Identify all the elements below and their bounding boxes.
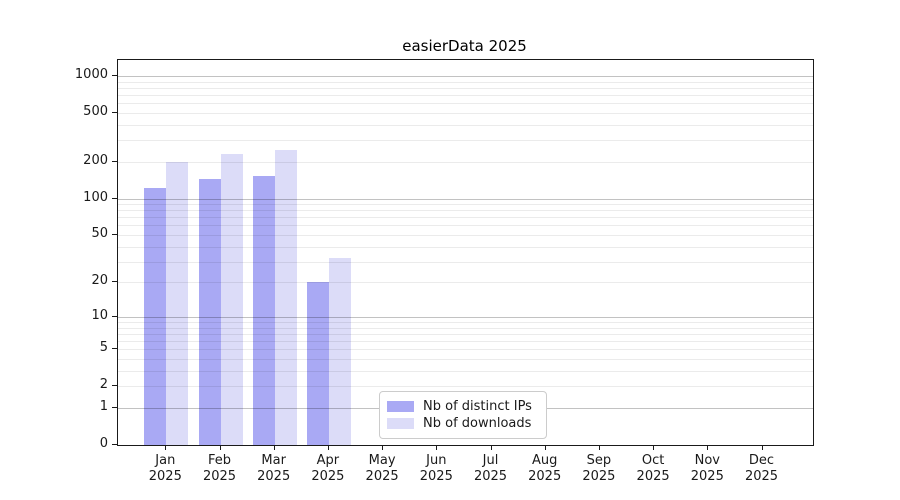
y-tick-mark-200 xyxy=(112,160,117,162)
y-tick-label-50: 50 xyxy=(91,226,108,241)
x-tick-label-sep-2025: Sep 2025 xyxy=(582,453,616,484)
x-tick-label-oct-2025: Oct 2025 xyxy=(636,453,670,484)
gridline-minor-9 xyxy=(118,322,813,323)
y-tick-label-100: 100 xyxy=(83,189,108,205)
gridline-minor-30 xyxy=(118,261,813,263)
x-tick-mark-mar-2025 xyxy=(273,445,275,450)
y-tick-label-500: 500 xyxy=(83,103,108,119)
gridline-major-1000 xyxy=(118,75,813,77)
y-tick-mark-1000 xyxy=(112,74,117,76)
x-tick-mark-jun-2025 xyxy=(436,445,438,450)
gridline-minor-50 xyxy=(118,235,813,236)
legend-swatch-distinct-ips xyxy=(387,401,414,412)
y-tick-label-0: 0 xyxy=(99,436,108,451)
legend-label-downloads: Nb of downloads xyxy=(423,416,532,431)
y-tick-label-10: 10 xyxy=(91,307,108,323)
y-tick-label-1000: 1000 xyxy=(74,66,108,82)
gridline-minor-700 xyxy=(118,95,813,96)
x-tick-mark-aug-2025 xyxy=(544,445,546,450)
gridline-minor-200 xyxy=(118,161,813,163)
gridline-minor-500 xyxy=(118,112,813,114)
x-tick-label-dec-2025: Dec 2025 xyxy=(744,453,779,484)
x-tick-mark-dec-2025 xyxy=(761,445,763,450)
bar-downloads-mar-2025 xyxy=(274,149,297,445)
bar-distinct-ips-mar-2025 xyxy=(252,176,275,445)
x-tick-label-jun-2025: Jun 2025 xyxy=(419,453,453,484)
gridline-minor-800 xyxy=(118,87,813,89)
y-tick-mark-500 xyxy=(112,111,117,113)
x-tick-mark-jul-2025 xyxy=(490,445,492,450)
gridline-minor-90 xyxy=(118,204,813,205)
y-tick-mark-50 xyxy=(112,234,117,235)
y-tick-mark-10 xyxy=(112,315,117,317)
x-tick-label-jan-2025: Jan 2025 xyxy=(148,453,182,484)
gridline-minor-300 xyxy=(118,140,813,142)
gridline-minor-900 xyxy=(118,81,813,83)
chart-title: easierData 2025 xyxy=(402,37,527,55)
y-tick-mark-100 xyxy=(112,197,117,199)
gridline-major-10 xyxy=(118,316,813,318)
y-tick-label-20: 20 xyxy=(91,273,108,289)
y-tick-label-2: 2 xyxy=(99,377,108,393)
gridline-minor-80 xyxy=(118,210,813,212)
x-tick-label-nov-2025: Nov 2025 xyxy=(690,453,724,484)
gridline-minor-4 xyxy=(118,359,813,360)
plot-area xyxy=(117,59,814,446)
gridline-minor-3 xyxy=(118,370,813,372)
legend-swatch-downloads xyxy=(387,418,414,429)
x-tick-label-mar-2025: Mar 2025 xyxy=(257,453,291,484)
x-tick-mark-may-2025 xyxy=(382,445,384,450)
bar-downloads-feb-2025 xyxy=(220,154,243,445)
y-tick-label-5: 5 xyxy=(99,340,108,356)
legend-entry-distinct-ips: Nb of distinct IPs xyxy=(387,398,537,415)
legend: Nb of distinct IPs Nb of downloads xyxy=(379,391,547,439)
gridline-minor-70 xyxy=(118,217,813,219)
x-tick-label-apr-2025: Apr 2025 xyxy=(311,453,345,484)
gridline-minor-5 xyxy=(118,349,813,351)
bar-distinct-ips-jan-2025 xyxy=(144,187,167,445)
x-tick-mark-jan-2025 xyxy=(165,445,167,450)
x-tick-label-jul-2025: Jul 2025 xyxy=(473,453,508,484)
x-tick-label-aug-2025: Aug 2025 xyxy=(528,453,562,484)
gridline-minor-8 xyxy=(118,327,813,329)
y-tick-mark-20 xyxy=(112,281,117,283)
bar-downloads-apr-2025 xyxy=(328,258,351,445)
y-tick-mark-2 xyxy=(112,385,117,387)
x-tick-mark-feb-2025 xyxy=(219,445,221,450)
y-tick-mark-5 xyxy=(112,348,117,350)
gridline-minor-600 xyxy=(118,103,813,105)
x-tick-mark-oct-2025 xyxy=(653,445,655,450)
gridline-major-100 xyxy=(118,198,813,200)
bar-distinct-ips-feb-2025 xyxy=(198,178,221,445)
gridline-minor-20 xyxy=(118,282,813,284)
gridline-minor-7 xyxy=(118,333,813,335)
legend-label-distinct-ips: Nb of distinct IPs xyxy=(423,399,532,414)
bar-downloads-jan-2025 xyxy=(166,162,189,445)
x-tick-label-feb-2025: Feb 2025 xyxy=(202,453,237,484)
x-tick-mark-nov-2025 xyxy=(707,445,709,450)
gridline-minor-2 xyxy=(118,386,813,388)
y-tick-label-200: 200 xyxy=(83,152,108,168)
y-tick-mark-0 xyxy=(112,444,117,445)
y-tick-label-1: 1 xyxy=(99,399,108,414)
x-tick-label-may-2025: May 2025 xyxy=(365,453,399,484)
x-tick-mark-apr-2025 xyxy=(327,445,329,450)
y-tick-mark-1 xyxy=(112,407,117,408)
legend-entry-downloads: Nb of downloads xyxy=(387,415,537,432)
gridline-minor-400 xyxy=(118,124,813,126)
x-tick-mark-sep-2025 xyxy=(598,445,600,450)
gridline-minor-40 xyxy=(118,246,813,248)
bar-distinct-ips-apr-2025 xyxy=(306,282,329,445)
gridline-minor-60 xyxy=(118,225,813,227)
gridline-minor-6 xyxy=(118,341,813,343)
